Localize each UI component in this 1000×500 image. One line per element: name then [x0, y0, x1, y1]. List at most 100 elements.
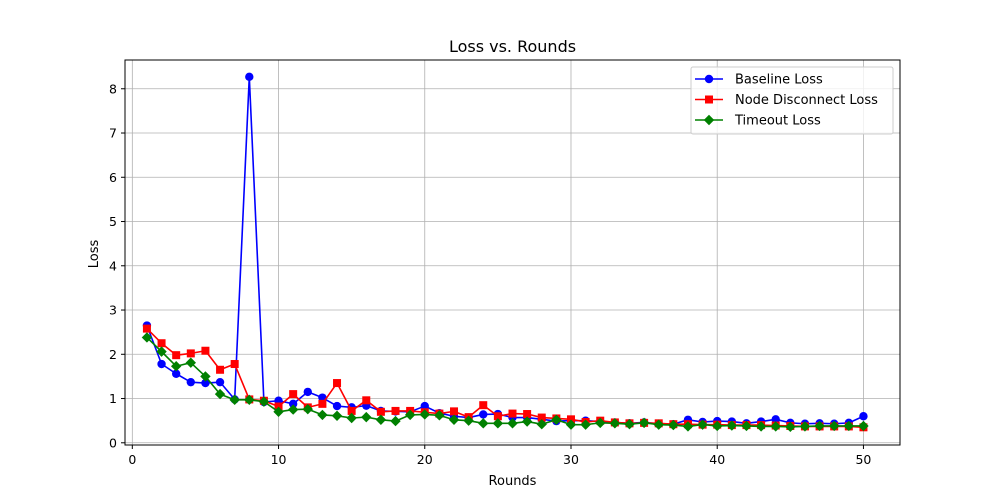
baseline-point — [186, 377, 196, 387]
baseline-point — [201, 378, 210, 388]
y-tick-label: 3 — [109, 303, 117, 318]
timeout-point — [638, 417, 650, 429]
timeout-point — [141, 332, 153, 343]
node-disconnect-point — [523, 410, 532, 419]
timeout-point — [741, 420, 752, 432]
x-axis-label: Rounds — [489, 474, 537, 489]
timeout-point — [170, 361, 182, 372]
baseline-point — [288, 399, 298, 409]
node-disconnect-point — [201, 346, 210, 355]
legend-label: Node Disconnect Loss — [735, 93, 878, 108]
timeout-point — [843, 420, 855, 432]
node-disconnect-point — [157, 339, 166, 348]
x-tick-label: 30 — [563, 452, 579, 467]
timeout-point — [258, 396, 270, 407]
baseline-point — [171, 369, 181, 378]
timeout-point — [653, 419, 664, 430]
timeout-point — [346, 412, 357, 424]
chart-title: Loss vs. Rounds — [449, 37, 576, 56]
legend-marker — [704, 74, 714, 84]
legend-label: Baseline Loss — [735, 73, 823, 88]
y-tick-label: 1 — [109, 391, 117, 406]
baseline-point — [215, 377, 225, 387]
timeout-point — [244, 394, 255, 406]
legend-label: Timeout Loss — [734, 114, 821, 129]
baseline-point — [420, 401, 429, 411]
node-disconnect-point — [450, 407, 459, 416]
timeout-point — [565, 419, 577, 430]
node-disconnect-point — [186, 349, 195, 358]
timeout-point — [551, 414, 562, 425]
timeout-point — [668, 419, 679, 431]
node-disconnect-point — [142, 324, 151, 333]
timeout-point — [785, 421, 796, 433]
baseline-point — [479, 410, 488, 419]
timeout-point — [390, 415, 401, 427]
baseline-point — [303, 387, 312, 397]
timeout-point — [682, 421, 694, 432]
legend: Baseline Loss Node Disconnect Loss Timeout… — [690, 66, 894, 135]
timeout-point — [273, 406, 284, 418]
series-3 — [141, 332, 869, 433]
node-disconnect-point — [333, 379, 342, 388]
ticks: 0 10 20 30 40 50 0 1 2 3 4 5 6 7 8 — [109, 81, 871, 467]
timeout-point — [624, 419, 635, 430]
x-tick-label: 50 — [855, 452, 871, 467]
x-tick-label: 0 — [128, 452, 136, 467]
baseline-point — [245, 72, 254, 82]
timeout-point — [814, 420, 825, 432]
timeout-point — [200, 371, 211, 382]
y-tick-label: 4 — [109, 258, 117, 273]
timeout-point — [521, 416, 533, 427]
node-disconnect-point — [172, 351, 181, 360]
node-disconnect-point — [479, 401, 488, 410]
timeout-point — [755, 421, 767, 432]
node-disconnect-point — [362, 396, 371, 405]
baseline-point — [157, 359, 166, 369]
node-disconnect-point — [537, 413, 546, 422]
node-disconnect-point — [274, 402, 283, 411]
node-disconnect-point — [347, 406, 356, 415]
node-disconnect-point — [318, 399, 327, 408]
timeout-point — [331, 410, 343, 421]
x-tick-label: 10 — [271, 452, 287, 467]
timeout-point — [609, 418, 621, 429]
y-axis-label: Loss — [87, 240, 102, 269]
timeout-point — [317, 409, 328, 421]
node-disconnect-point — [230, 360, 239, 369]
plot-frame — [124, 59, 901, 446]
baseline-point — [859, 412, 868, 421]
y-tick-label: 8 — [109, 81, 117, 96]
legend-marker — [705, 95, 713, 104]
timeout-point — [375, 414, 387, 425]
timeout-point — [770, 421, 781, 432]
timeout-point — [302, 403, 313, 415]
timeout-point — [697, 419, 708, 430]
node-disconnect-point — [566, 415, 575, 424]
y-tick-label: 0 — [109, 435, 117, 450]
timeout-point — [507, 418, 518, 429]
baseline-point — [332, 401, 342, 411]
node-disconnect-point — [289, 390, 298, 399]
timeout-point — [404, 409, 416, 421]
legend-baseline: Baseline Loss — [695, 73, 823, 88]
x-tick-label: 20 — [417, 452, 433, 467]
timeout-point — [434, 410, 445, 421]
x-tick-label: 40 — [709, 452, 725, 467]
legend-box — [690, 66, 894, 135]
timeout-point — [478, 418, 489, 429]
series-layer — [141, 72, 869, 433]
node-disconnect-point — [376, 407, 385, 416]
timeout-point — [419, 409, 430, 420]
timeout-point — [712, 420, 723, 432]
timeout-point — [595, 417, 606, 429]
y-tick-label: 6 — [109, 170, 117, 185]
y-tick-label: 2 — [109, 347, 117, 362]
timeout-point — [287, 404, 299, 415]
timeout-point — [858, 420, 869, 432]
timeout-point — [185, 357, 197, 368]
timeout-point — [799, 421, 811, 432]
node-disconnect-point — [508, 409, 517, 418]
node-disconnect-point — [493, 412, 502, 421]
